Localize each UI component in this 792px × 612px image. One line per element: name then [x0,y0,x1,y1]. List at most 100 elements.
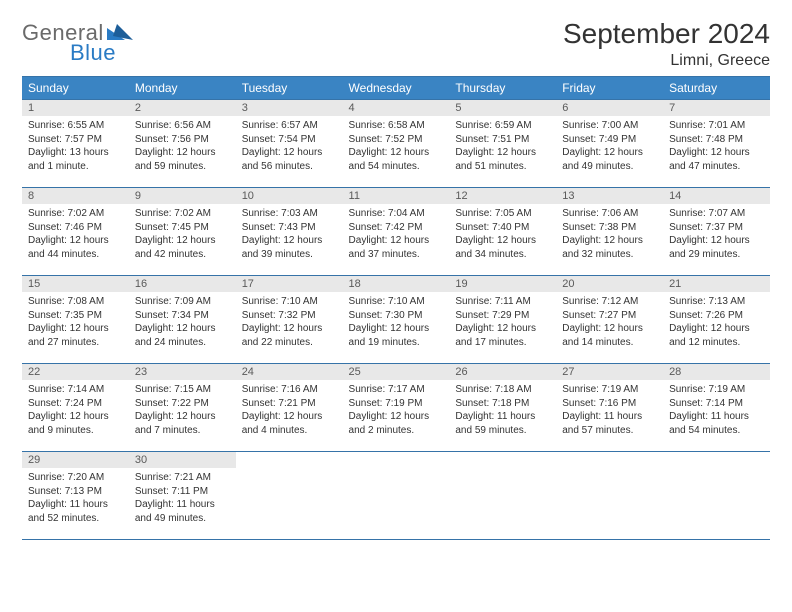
sunset-text: Sunset: 7:45 PM [135,221,230,235]
sunrise-text: Sunrise: 7:02 AM [135,207,230,221]
day-number: 12 [449,188,556,204]
weekday-header: Wednesday [343,77,450,100]
day-details: Sunrise: 7:01 AMSunset: 7:48 PMDaylight:… [663,116,770,177]
day-number: 20 [556,276,663,292]
day-details: Sunrise: 7:19 AMSunset: 7:14 PMDaylight:… [663,380,770,441]
sunrise-text: Sunrise: 6:57 AM [242,119,337,133]
sunrise-text: Sunrise: 7:19 AM [562,383,657,397]
sunset-text: Sunset: 7:56 PM [135,133,230,147]
sunset-text: Sunset: 7:46 PM [28,221,123,235]
sunrise-text: Sunrise: 7:00 AM [562,119,657,133]
calendar-cell: 20Sunrise: 7:12 AMSunset: 7:27 PMDayligh… [556,276,663,364]
calendar-cell: 27 Sunrise: 7:19 AMSunset: 7:16 PMDayligh… [556,364,663,452]
sunrise-text: Sunrise: 6:56 AM [135,119,230,133]
daylight-text: Daylight: 12 hours and 56 minutes. [242,146,337,173]
day-number: 22 [22,364,129,380]
day-number: 6 [556,100,663,116]
calendar-cell: 28Sunrise: 7:19 AMSunset: 7:14 PMDayligh… [663,364,770,452]
calendar-cell: 4Sunrise: 6:58 AMSunset: 7:52 PMDaylight… [343,100,450,188]
calendar-cell: 23Sunrise: 7:15 AMSunset: 7:22 PMDayligh… [129,364,236,452]
calendar-cell: 18Sunrise: 7:10 AMSunset: 7:30 PMDayligh… [343,276,450,364]
sunset-text: Sunset: 7:11 PM [135,485,230,499]
sunset-text: Sunset: 7:16 PM [562,397,657,411]
daylight-text: Daylight: 12 hours and 17 minutes. [455,322,550,349]
weekday-header: Thursday [449,77,556,100]
daylight-text: Daylight: 12 hours and 2 minutes. [349,410,444,437]
sunset-text: Sunset: 7:24 PM [28,397,123,411]
calendar-cell: 12Sunrise: 7:05 AMSunset: 7:40 PMDayligh… [449,188,556,276]
calendar-cell: 21Sunrise: 7:13 AMSunset: 7:26 PMDayligh… [663,276,770,364]
day-details: Sunrise: 7:00 AMSunset: 7:49 PMDaylight:… [556,116,663,177]
sunset-text: Sunset: 7:27 PM [562,309,657,323]
daylight-text: Daylight: 11 hours and 54 minutes. [669,410,764,437]
sunset-text: Sunset: 7:57 PM [28,133,123,147]
daylight-text: Daylight: 12 hours and 19 minutes. [349,322,444,349]
sunrise-text: Sunrise: 6:55 AM [28,119,123,133]
sunset-text: Sunset: 7:29 PM [455,309,550,323]
calendar-cell: 11Sunrise: 7:04 AMSunset: 7:42 PMDayligh… [343,188,450,276]
day-details: Sunrise: 7:12 AMSunset: 7:27 PMDaylight:… [556,292,663,353]
day-number: 14 [663,188,770,204]
day-number: 9 [129,188,236,204]
daylight-text: Daylight: 12 hours and 54 minutes. [349,146,444,173]
sunrise-text: Sunrise: 7:15 AM [135,383,230,397]
sunrise-text: Sunrise: 6:59 AM [455,119,550,133]
daylight-text: Daylight: 12 hours and 39 minutes. [242,234,337,261]
sunrise-text: Sunrise: 7:04 AM [349,207,444,221]
day-number: 24 [236,364,343,380]
weekday-header: Saturday [663,77,770,100]
calendar-cell: 3Sunrise: 6:57 AMSunset: 7:54 PMDaylight… [236,100,343,188]
calendar-cell: 2Sunrise: 6:56 AMSunset: 7:56 PMDaylight… [129,100,236,188]
calendar-cell [343,452,450,540]
sunrise-text: Sunrise: 7:14 AM [28,383,123,397]
daylight-text: Daylight: 12 hours and 4 minutes. [242,410,337,437]
day-details: Sunrise: 7:10 AMSunset: 7:30 PMDaylight:… [343,292,450,353]
daylight-text: Daylight: 12 hours and 9 minutes. [28,410,123,437]
day-details: Sunrise: 7:16 AMSunset: 7:21 PMDaylight:… [236,380,343,441]
calendar-cell [449,452,556,540]
location-label: Limni, Greece [563,52,770,70]
sunset-text: Sunset: 7:21 PM [242,397,337,411]
day-number: 10 [236,188,343,204]
day-details: Sunrise: 6:59 AMSunset: 7:51 PMDaylight:… [449,116,556,177]
day-number: 18 [343,276,450,292]
day-number: 27 [556,364,663,380]
day-number: 23 [129,364,236,380]
sunset-text: Sunset: 7:51 PM [455,133,550,147]
daylight-text: Daylight: 11 hours and 57 minutes. [562,410,657,437]
day-details: Sunrise: 6:57 AMSunset: 7:54 PMDaylight:… [236,116,343,177]
sunset-text: Sunset: 7:43 PM [242,221,337,235]
day-details: Sunrise: 7:05 AMSunset: 7:40 PMDaylight:… [449,204,556,265]
sunset-text: Sunset: 7:22 PM [135,397,230,411]
weekday-header: Tuesday [236,77,343,100]
sunset-text: Sunset: 7:34 PM [135,309,230,323]
sunset-text: Sunset: 7:40 PM [455,221,550,235]
sunset-text: Sunset: 7:18 PM [455,397,550,411]
calendar-row: 29Sunrise: 7:20 AMSunset: 7:13 PMDayligh… [22,452,770,540]
day-number: 28 [663,364,770,380]
sunrise-text: Sunrise: 7:11 AM [455,295,550,309]
day-details: Sunrise: 7:08 AMSunset: 7:35 PMDaylight:… [22,292,129,353]
sunset-text: Sunset: 7:38 PM [562,221,657,235]
sunset-text: Sunset: 7:54 PM [242,133,337,147]
sunset-text: Sunset: 7:52 PM [349,133,444,147]
calendar-cell: 6Sunrise: 7:00 AMSunset: 7:49 PMDaylight… [556,100,663,188]
calendar-cell: 9Sunrise: 7:02 AMSunset: 7:45 PMDaylight… [129,188,236,276]
calendar-cell: 16Sunrise: 7:09 AMSunset: 7:34 PMDayligh… [129,276,236,364]
daylight-text: Daylight: 12 hours and 32 minutes. [562,234,657,261]
brand-logo: General Blue [22,20,133,66]
day-number: 26 [449,364,556,380]
sunset-text: Sunset: 7:26 PM [669,309,764,323]
daylight-text: Daylight: 12 hours and 51 minutes. [455,146,550,173]
calendar-cell: 7Sunrise: 7:01 AMSunset: 7:48 PMDaylight… [663,100,770,188]
sunset-text: Sunset: 7:14 PM [669,397,764,411]
weekday-header: Monday [129,77,236,100]
sunset-text: Sunset: 7:49 PM [562,133,657,147]
calendar-cell: 25Sunrise: 7:17 AMSunset: 7:19 PMDayligh… [343,364,450,452]
daylight-text: Daylight: 12 hours and 27 minutes. [28,322,123,349]
day-number: 3 [236,100,343,116]
sunrise-text: Sunrise: 7:18 AM [455,383,550,397]
day-number: 7 [663,100,770,116]
day-details: Sunrise: 7:21 AMSunset: 7:11 PMDaylight:… [129,468,236,529]
sunrise-text: Sunrise: 7:17 AM [349,383,444,397]
